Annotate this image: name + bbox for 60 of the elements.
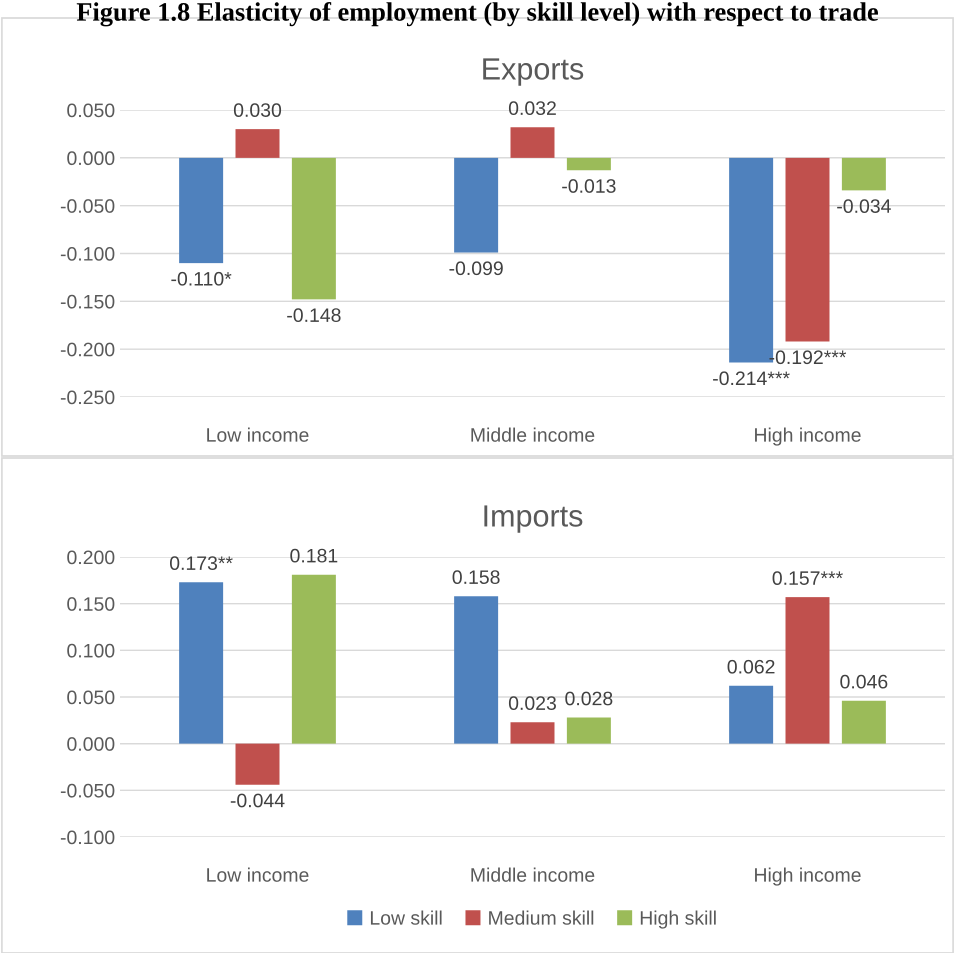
bar [179, 158, 224, 264]
chart-title: Exports [483, 58, 584, 86]
bar [454, 596, 498, 744]
bar [566, 158, 611, 170]
bar [842, 700, 886, 744]
y-tick-label: 0.100 [67, 644, 114, 658]
bar [510, 722, 554, 744]
data-label: 0.158 [452, 570, 500, 584]
y-tick-label: -0.150 [60, 294, 114, 309]
data-label: -0.214*** [713, 371, 790, 386]
data-label: 0.062 [728, 660, 774, 674]
x-tick-label: Middle income [471, 868, 594, 882]
data-label: -0.148 [287, 308, 341, 322]
y-tick-label: 0.050 [67, 103, 114, 118]
y-tick-label: -0.100 [60, 246, 114, 261]
x-tick-label: Low income [207, 428, 309, 442]
data-label: 0.181 [290, 548, 338, 563]
data-label: -0.034 [837, 199, 891, 213]
data-label: 0.157*** [772, 571, 843, 585]
x-tick-label: High income [755, 428, 861, 446]
bar [842, 158, 886, 190]
y-tick-label: -0.100 [60, 830, 114, 844]
bar [179, 582, 224, 744]
y-tick-label: -0.050 [60, 784, 114, 798]
bar [510, 127, 554, 158]
y-tick-label: 0.050 [67, 690, 114, 704]
y-tick-label: -0.050 [60, 199, 114, 213]
chart-title: Imports [484, 505, 582, 533]
caption: Figure 1.8 Elasticity of employment (by skill level) with respect to trade [76, 2, 878, 26]
data-label: 0.032 [508, 101, 556, 116]
data-label: -0.044 [230, 794, 284, 808]
y-tick-label: 0.200 [67, 550, 114, 564]
bar [786, 597, 830, 744]
bar [454, 158, 498, 253]
y-tick-label: -0.200 [60, 342, 114, 356]
data-label: 0.046 [840, 674, 888, 689]
bar [786, 158, 830, 342]
data-label: -0.099 [449, 261, 503, 276]
data-label: -0.013 [562, 179, 616, 193]
legend-label: High skill [640, 910, 716, 929]
x-tick-label: High income [755, 868, 861, 886]
data-label: 0.173** [170, 556, 233, 570]
y-tick-label: -0.250 [60, 390, 114, 404]
legend-label: Low skill [370, 910, 442, 925]
data-label: 0.030 [234, 103, 282, 117]
bar [236, 129, 280, 158]
bar [729, 686, 774, 744]
data-label: 0.023 [508, 696, 556, 710]
data-label: -0.110* [171, 272, 232, 286]
data-label: 0.028 [565, 692, 612, 706]
y-tick-label: 0.000 [67, 737, 114, 751]
x-tick-label: Middle income [471, 428, 594, 442]
bar [236, 744, 280, 785]
y-tick-label: 0.000 [67, 151, 114, 166]
bar [566, 718, 611, 744]
legend-label: Medium skill [489, 910, 594, 925]
x-tick-label: Low income [207, 868, 309, 882]
bar [292, 574, 336, 744]
y-tick-label: 0.150 [67, 597, 114, 611]
bar [292, 158, 336, 300]
